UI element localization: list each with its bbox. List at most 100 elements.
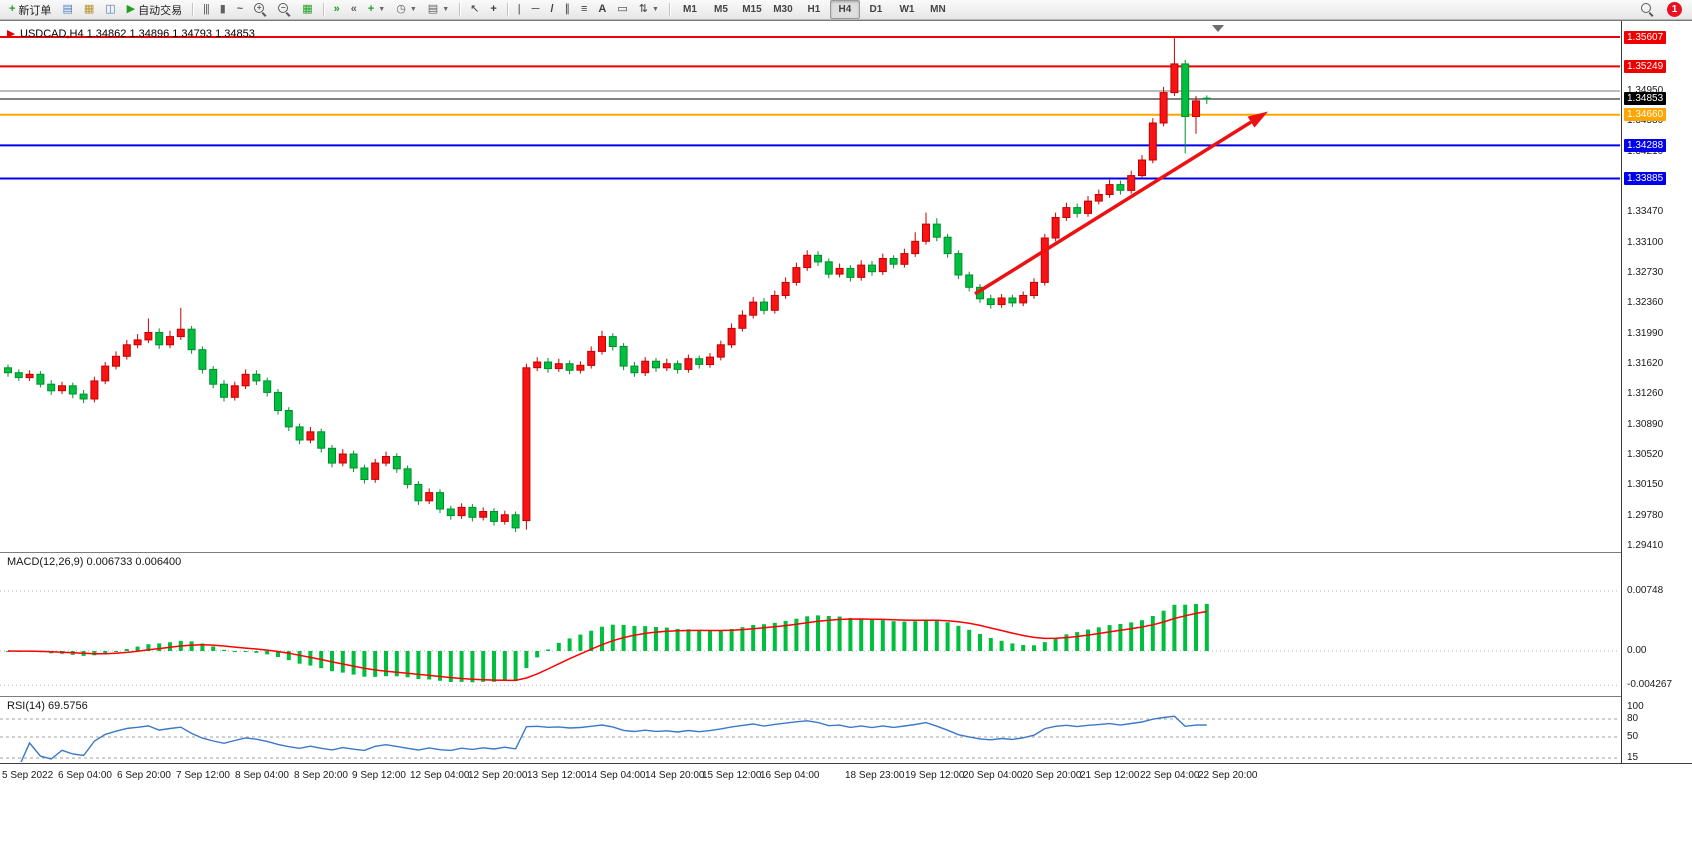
- toolbar-separator: [668, 3, 670, 16]
- arrow-objects-button[interactable]: ⇅ ▼: [634, 0, 664, 19]
- timeframe-h1-button[interactable]: H1: [807, 4, 821, 15]
- zoom-in-button[interactable]: +: [249, 0, 272, 19]
- price-axis-tick: 1.31620: [1627, 358, 1664, 369]
- dropdown-arrow-icon: ▼: [378, 6, 386, 13]
- candlestick-mode-icon: ▮: [219, 3, 226, 15]
- navigator-button[interactable]: ◫: [100, 0, 120, 19]
- toolbar-separator: [459, 3, 461, 16]
- one-click-trading-icon[interactable]: [7, 30, 15, 38]
- auto-scroll-button[interactable]: »: [329, 0, 345, 19]
- vertical-line-icon: |: [517, 3, 521, 15]
- line-chart-mode-button[interactable]: ~: [232, 0, 248, 19]
- rsi-label: RSI(14) 69.5756: [7, 700, 88, 712]
- main-toolbar: + 新订单 ▤ ▦ ◫ ▶ 自动交易 ||| ▮ ~ + − ▦» «+ ▼ ◷ ▼ ▤ ▼ ↖ + | ─ / ∥ ≡ A ▭ ⇅ ▼ M…: [0, 0, 1692, 20]
- time-axis-label: 18 Sep 23:00: [845, 770, 905, 781]
- macd-label: MACD(12,26,9) 0.006733 0.006400: [7, 556, 182, 568]
- trendline-icon: /: [550, 3, 554, 15]
- price-axis[interactable]: 1.349501.345801.342101.338401.334701.331…: [1621, 21, 1692, 763]
- tile-windows-button[interactable]: ▦: [297, 0, 317, 19]
- price-chart-panel[interactable]: USDCAD,H4 1.34862 1.34896 1.34793 1.3485…: [0, 23, 1620, 551]
- toolbar-separator: [192, 3, 194, 16]
- timeframe-m15-button[interactable]: M15: [742, 4, 762, 15]
- auto-trading-icon: ▶: [126, 3, 136, 15]
- indicators-icon: +: [367, 3, 375, 15]
- price-axis-tick: 1.29780: [1627, 509, 1664, 521]
- price-label-1.33885: 1.33885: [1624, 171, 1667, 185]
- time-axis-label: 6 Sep 20:00: [117, 770, 171, 781]
- fibonacci-retracement-icon: ≡: [581, 3, 588, 15]
- equidistant-channel-button[interactable]: ∥: [560, 0, 576, 19]
- data-window-button[interactable]: ▦: [79, 0, 99, 19]
- chart-shift-icon: «: [350, 3, 357, 15]
- horizontal-line-button[interactable]: ─: [527, 0, 545, 19]
- bar-chart-mode-button[interactable]: |||: [198, 0, 214, 19]
- timeframe-h4-button[interactable]: H4: [829, 0, 860, 19]
- panel-divider[interactable]: [0, 552, 1692, 553]
- dropdown-arrow-icon: ▼: [409, 6, 417, 13]
- vertical-line-button[interactable]: |: [513, 0, 526, 19]
- text-icon: A: [598, 3, 607, 15]
- price-axis-tick: 1.32360: [1627, 297, 1664, 309]
- price-axis-tick: 1.29410: [1627, 540, 1664, 551]
- chart-shift-marker-icon: [1212, 25, 1224, 32]
- arrow-objects-icon: ⇅: [638, 3, 648, 15]
- time-axis-label: 16 Sep 04:00: [760, 770, 820, 781]
- toolbar-separator: [322, 3, 324, 16]
- line-chart-mode-icon: ~: [236, 3, 244, 15]
- new-order-button[interactable]: + 新订单: [4, 0, 56, 19]
- price-label-1.34660: 1.34660: [1624, 108, 1667, 122]
- time-axis[interactable]: 5 Sep 2022 6 Sep 04:00 6 Sep 20:00 7 Sep 12…: [0, 764, 1620, 849]
- time-axis-label: 22 Sep 20:00: [1198, 770, 1258, 781]
- price-label-1.34288: 1.34288: [1624, 138, 1667, 152]
- timeframe-mn-button[interactable]: MN: [930, 4, 946, 15]
- rsi-axis-tick: 50: [1627, 731, 1639, 742]
- price-axis-tick: 1.33470: [1627, 206, 1664, 218]
- rsi-panel[interactable]: RSI(14) 69.5756: [0, 697, 1620, 762]
- time-axis-label: 7 Sep 12:00: [176, 770, 230, 781]
- time-axis-label: 8 Sep 04:00: [235, 770, 289, 781]
- chart-window[interactable]: USDCAD,H4 1.34862 1.34896 1.34793 1.3485…: [0, 20, 1692, 849]
- notification-badge[interactable]: 1: [1667, 2, 1682, 17]
- navigator-icon: ◫: [105, 3, 116, 15]
- candlestick-mode-button[interactable]: ▮: [215, 0, 231, 19]
- text-button[interactable]: A: [593, 0, 611, 19]
- time-axis-label: 14 Sep 20:00: [645, 770, 705, 781]
- time-axis-label: 20 Sep 20:00: [1022, 770, 1082, 781]
- timeframe-d1-button[interactable]: D1: [869, 4, 883, 15]
- time-axis-label: 21 Sep 12:00: [1080, 770, 1140, 781]
- price-axis-tick: 1.30150: [1627, 479, 1664, 491]
- candles-series: [4, 37, 1211, 532]
- cursor-button[interactable]: ↖: [465, 0, 484, 19]
- templates-icon: ▤: [427, 3, 439, 15]
- zoom-out-button[interactable]: −: [273, 0, 296, 19]
- market-watch-button[interactable]: ▤: [57, 0, 77, 19]
- fibonacci-retracement-button[interactable]: ≡: [576, 0, 592, 19]
- periods-button[interactable]: ◷ ▼: [391, 0, 422, 19]
- data-window-icon: ▦: [83, 3, 95, 15]
- text-label-button[interactable]: ▭: [612, 0, 632, 19]
- indicators-button[interactable]: + ▼: [363, 0, 390, 19]
- equidistant-channel-icon: ∥: [564, 3, 571, 15]
- macd-axis-tick: -0.004267: [1627, 679, 1673, 691]
- toolbar-right-group: 1: [1636, 0, 1688, 19]
- auto-trading-button[interactable]: ▶ 自动交易: [122, 0, 187, 19]
- rsi-axis-tick: 100: [1627, 701, 1644, 712]
- trendline-button[interactable]: /: [545, 0, 558, 19]
- chart-shift-button[interactable]: «: [346, 0, 362, 19]
- price-axis-tick: 1.33100: [1627, 236, 1664, 248]
- new-order-icon: +: [9, 3, 16, 15]
- timeframe-m5-button[interactable]: M5: [713, 4, 728, 15]
- price-label-1.34853: 1.34853: [1624, 92, 1667, 106]
- panel-divider[interactable]: [0, 696, 1692, 697]
- search-icon: [1641, 3, 1654, 16]
- timeframe-m30-button[interactable]: M30: [773, 4, 793, 15]
- trend-arrow[interactable]: [974, 111, 1268, 296]
- time-axis-label: 15 Sep 12:00: [702, 770, 762, 781]
- search-button[interactable]: [1636, 0, 1659, 19]
- timeframe-w1-button[interactable]: W1: [899, 4, 915, 15]
- text-label-icon: ▭: [617, 3, 628, 15]
- crosshair-button[interactable]: +: [485, 0, 501, 19]
- timeframe-m1-button[interactable]: M1: [682, 4, 697, 15]
- macd-panel[interactable]: MACD(12,26,9) 0.006733 0.006400: [0, 553, 1620, 695]
- templates-button[interactable]: ▤ ▼: [423, 0, 454, 19]
